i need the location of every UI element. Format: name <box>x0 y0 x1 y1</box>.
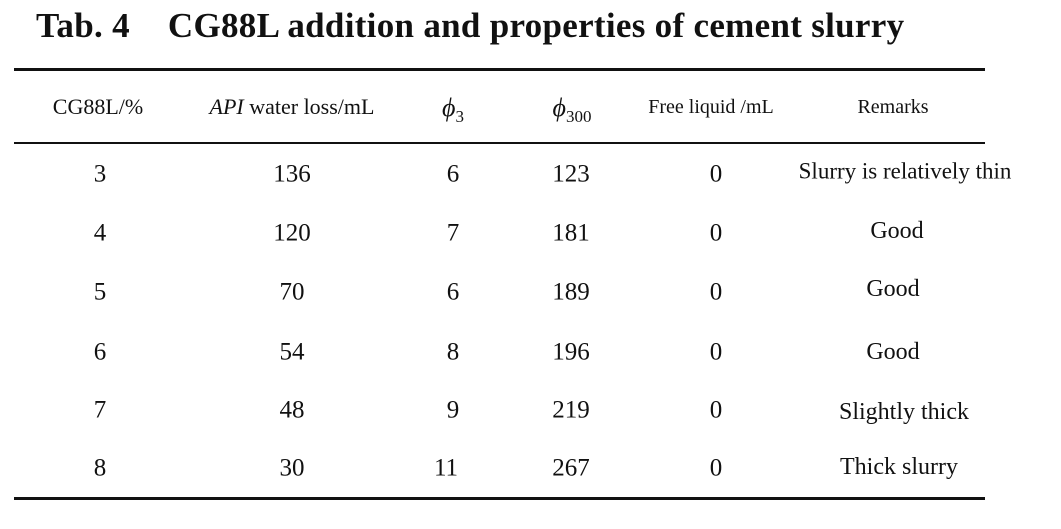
table-cell: 7 <box>447 221 460 246</box>
api-label: API <box>210 94 244 119</box>
header-rule <box>14 142 985 144</box>
table-cell: 70 <box>280 280 305 305</box>
phi-symbol: ϕ <box>442 93 455 122</box>
table-cell: 267 <box>552 456 590 481</box>
header-api-water-loss: API water loss/mL <box>210 96 375 118</box>
table-cell: 30 <box>280 456 305 481</box>
phi-symbol: ϕ <box>553 93 566 122</box>
table-cell: 196 <box>552 340 590 365</box>
table-cell: 6 <box>94 340 107 365</box>
table-cell: 0 <box>710 340 723 365</box>
top-rule <box>14 68 985 71</box>
table-cell: 136 <box>273 162 311 187</box>
table-cell: 120 <box>273 221 311 246</box>
table-cell: 6 <box>447 280 460 305</box>
table-title: Tab. 4 CG88L addition and properties of c… <box>36 6 904 46</box>
table-cell: 9 <box>447 398 460 423</box>
table-cell: 48 <box>280 398 305 423</box>
table-cell: 181 <box>552 221 590 246</box>
table-cell: 0 <box>710 456 723 481</box>
header-cg88l: CG88L/% <box>53 96 143 118</box>
table-cell: 54 <box>280 340 305 365</box>
water-loss-label: water loss/mL <box>244 94 375 119</box>
table-cell: 5 <box>94 280 107 305</box>
table-cell-remark: Good <box>870 219 923 243</box>
header-phi3: ϕ3 <box>442 95 464 121</box>
table-cell-remark: Thick slurry <box>840 455 958 479</box>
table-cell: 11 <box>434 456 458 481</box>
table-cell: 8 <box>447 340 460 365</box>
header-free-liquid: Free liquid /mL <box>648 97 774 117</box>
table-cell-remark: Slightly thick <box>839 400 969 424</box>
table-cell: 123 <box>552 162 590 187</box>
table-cell: 0 <box>710 221 723 246</box>
header-remarks: Remarks <box>857 97 928 117</box>
table-cell: 4 <box>94 221 107 246</box>
phi-subscript: 300 <box>566 107 592 126</box>
table-cell-remark: Good <box>866 277 919 301</box>
table-cell: 0 <box>710 162 723 187</box>
table-cell: 8 <box>94 456 107 481</box>
table-cell: 0 <box>710 398 723 423</box>
table-cell: 7 <box>94 398 107 423</box>
table-number: Tab. 4 <box>36 6 130 46</box>
table-cell: 219 <box>552 398 590 423</box>
header-phi300: ϕ300 <box>553 95 592 121</box>
table-cell-remark: Slurry is relatively thin <box>799 160 1012 183</box>
table-cell: 189 <box>552 280 590 305</box>
table-cell-remark: Good <box>866 340 919 364</box>
bottom-rule <box>14 497 985 500</box>
table-cell: 3 <box>94 162 107 187</box>
table-caption: CG88L addition and properties of cement … <box>168 6 905 45</box>
table-cell: 0 <box>710 280 723 305</box>
phi-subscript: 3 <box>455 107 464 126</box>
table-cell: 6 <box>447 162 460 187</box>
